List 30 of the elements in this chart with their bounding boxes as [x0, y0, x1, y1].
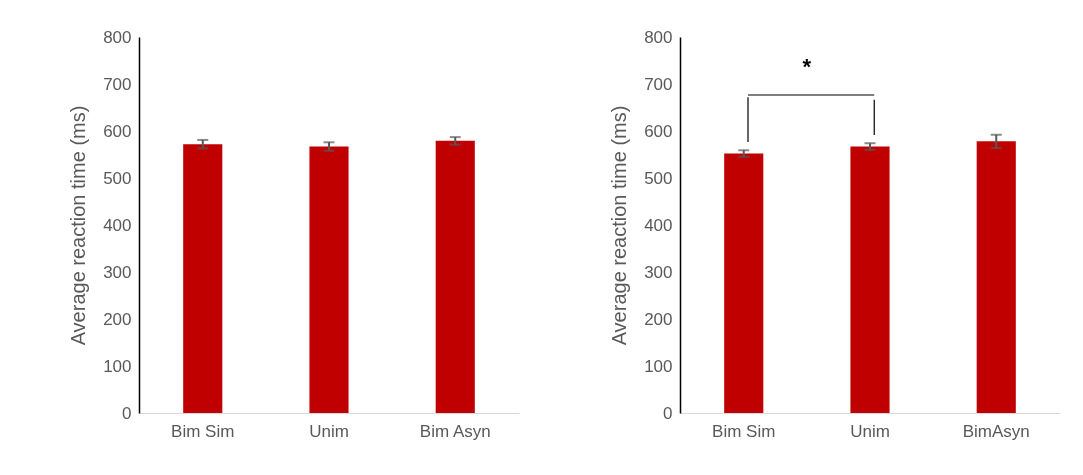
- bar: [976, 141, 1016, 413]
- x-tick-label: Bim Sim: [712, 421, 776, 441]
- y-tick-label: 700: [103, 74, 132, 94]
- y-tick-label: 600: [644, 121, 673, 141]
- y-tick-label: 600: [103, 121, 132, 141]
- y-axis-title: Average reaction time (ms): [608, 105, 631, 346]
- y-tick-label: 400: [103, 215, 132, 235]
- x-tick-label: Bim Asyn: [419, 421, 491, 441]
- y-tick-label: 0: [663, 403, 673, 423]
- x-tick-label: Bim Sim: [171, 421, 235, 441]
- bar: [724, 153, 764, 413]
- y-tick-label: 800: [644, 27, 673, 47]
- x-tick-label: BimAsyn: [962, 421, 1030, 441]
- y-tick-label: 200: [644, 309, 673, 329]
- bar: [850, 146, 890, 413]
- y-tick-label: 800: [103, 27, 132, 47]
- y-tick-label: 200: [103, 309, 132, 329]
- x-tick-label: Unim: [850, 421, 890, 441]
- y-tick-label: 500: [103, 168, 132, 188]
- x-tick-label: Unim: [309, 421, 349, 441]
- y-tick-label: 400: [644, 215, 673, 235]
- y-tick-label: 500: [644, 168, 673, 188]
- y-tick-label: 100: [103, 356, 132, 376]
- y-tick-label: 300: [103, 262, 132, 282]
- y-tick-label: 300: [644, 262, 673, 282]
- y-tick-label: 0: [122, 403, 132, 423]
- y-tick-label: 100: [644, 356, 673, 376]
- annotation: *: [802, 53, 812, 79]
- y-tick-label: 700: [644, 74, 673, 94]
- y-axis-title: Average reaction time (ms): [67, 105, 90, 346]
